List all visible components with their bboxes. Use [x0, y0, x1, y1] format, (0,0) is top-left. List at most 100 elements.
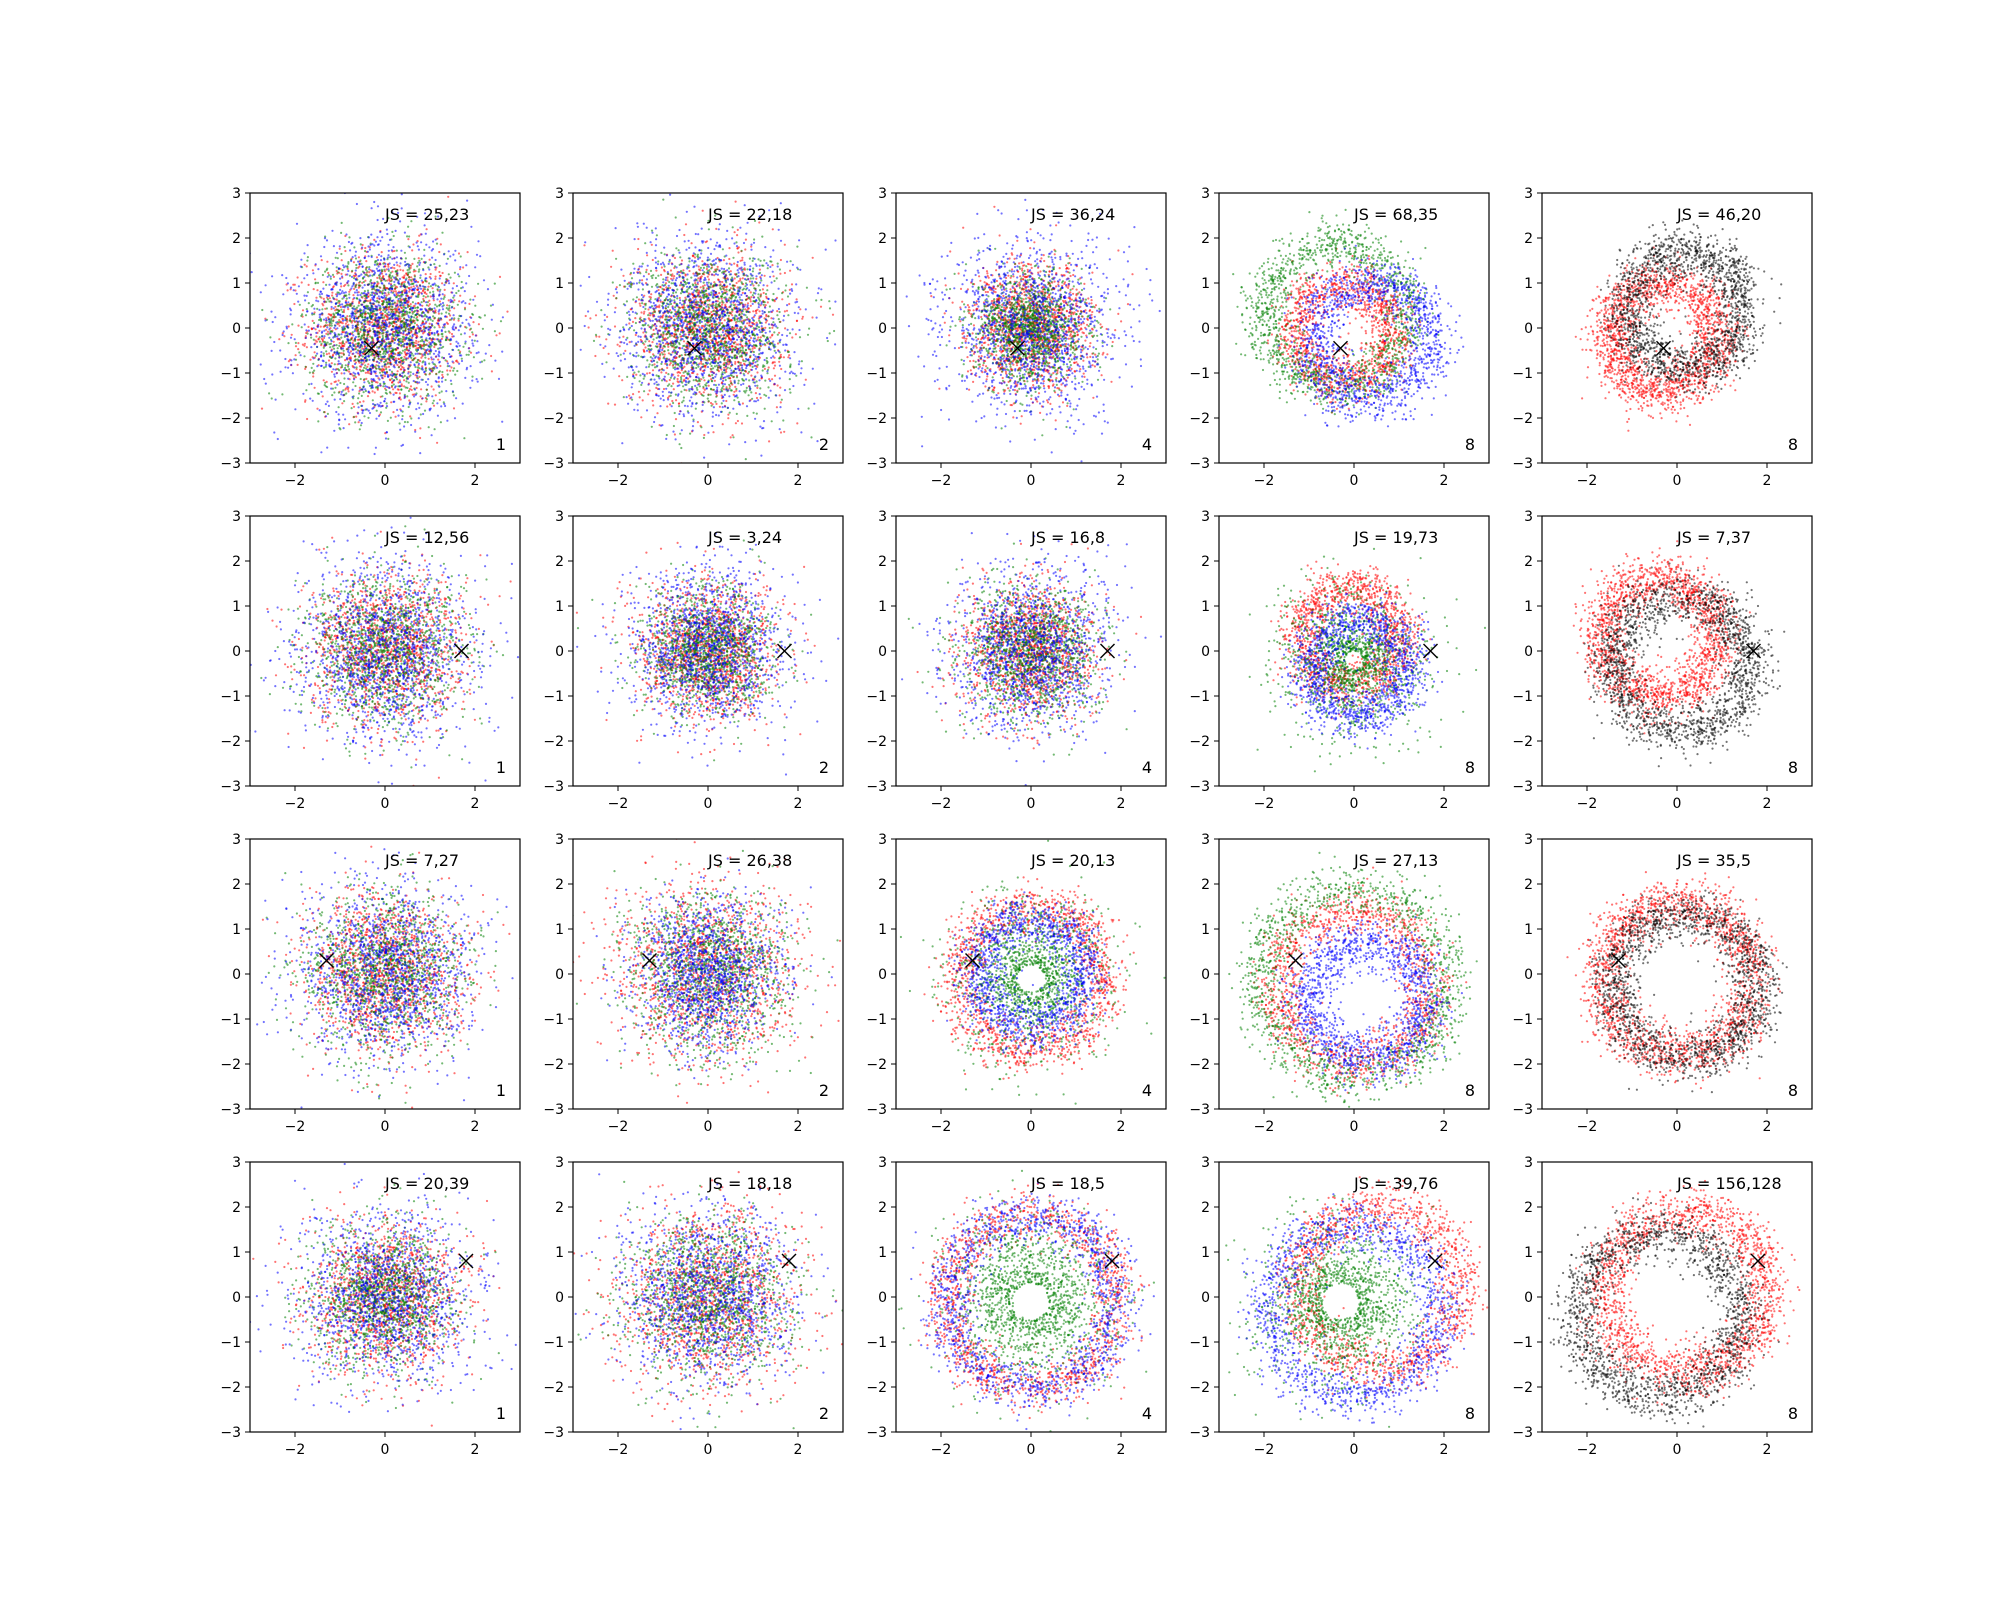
y-tick-label: −1: [543, 1335, 564, 1351]
y-tick-label: 2: [1524, 231, 1533, 247]
x-tick-label: 2: [794, 1442, 803, 1458]
y-tick-label: −3: [1512, 456, 1533, 472]
x-tick-label: −2: [285, 1119, 306, 1135]
x-tick-label: 2: [1117, 796, 1126, 812]
corner-label: 1: [496, 758, 506, 777]
y-tick-label: 0: [232, 321, 241, 337]
x-tick-label: 0: [381, 1442, 390, 1458]
y-tick-label: −3: [1189, 1425, 1210, 1441]
corner-label: 8: [1788, 435, 1798, 454]
series-blue: [571, 857, 833, 1079]
y-tick-label: 2: [555, 1200, 564, 1216]
x-tick-label: −2: [285, 473, 306, 489]
corner-label: 8: [1465, 1404, 1475, 1423]
y-tick-label: −3: [220, 1102, 241, 1118]
y-tick-label: −2: [543, 1380, 564, 1396]
corner-label: 8: [1788, 1081, 1798, 1100]
js-label: JS = 27,13: [1353, 851, 1438, 870]
y-tick-label: 2: [555, 554, 564, 570]
x-tick-label: 0: [704, 473, 713, 489]
corner-label: 2: [819, 758, 829, 777]
y-tick-label: 0: [878, 967, 887, 983]
x-tick-label: 0: [1350, 796, 1359, 812]
corner-label: 8: [1465, 758, 1475, 777]
y-tick-label: 3: [1201, 832, 1210, 848]
x-tick-label: 0: [1027, 1119, 1036, 1135]
y-tick-label: −1: [1512, 689, 1533, 705]
y-tick-label: 1: [555, 599, 564, 615]
y-tick-label: 1: [232, 922, 241, 938]
y-tick-label: −3: [1512, 1425, 1533, 1441]
y-tick-label: 3: [878, 832, 887, 848]
x-marker: [782, 1254, 796, 1268]
y-tick-label: −2: [1512, 411, 1533, 427]
y-tick-label: −3: [866, 779, 887, 795]
series-blue: [892, 509, 1162, 787]
js-label: JS = 7,37: [1676, 528, 1751, 547]
y-tick-label: 1: [232, 1245, 241, 1261]
y-tick-label: −1: [866, 689, 887, 705]
y-tick-label: 3: [232, 509, 241, 525]
x-tick-label: 0: [381, 473, 390, 489]
corner-label: 4: [1142, 435, 1152, 454]
y-tick-label: 1: [1201, 599, 1210, 615]
series-red: [923, 876, 1134, 1079]
x-tick-label: 2: [471, 796, 480, 812]
y-tick-label: −3: [1189, 456, 1210, 472]
x-tick-label: −2: [931, 796, 952, 812]
x-tick-label: −2: [931, 1119, 952, 1135]
scatter-points: [882, 1170, 1155, 1432]
x-tick-label: 0: [1673, 473, 1682, 489]
x-tick-label: −2: [608, 1119, 629, 1135]
corner-label: 2: [819, 1081, 829, 1100]
y-tick-label: 3: [1524, 1155, 1533, 1171]
y-tick-label: 0: [878, 321, 887, 337]
y-tick-label: 3: [232, 1155, 241, 1171]
y-tick-label: 3: [1201, 509, 1210, 525]
x-tick-label: 0: [1673, 796, 1682, 812]
y-tick-label: 1: [232, 599, 241, 615]
x-tick-label: 2: [1763, 1119, 1772, 1135]
x-tick-label: 0: [704, 1119, 713, 1135]
y-tick-label: 0: [878, 644, 887, 660]
y-tick-label: 3: [555, 509, 564, 525]
js-label: JS = 36,24: [1030, 205, 1115, 224]
x-tick-label: −2: [931, 473, 952, 489]
x-tick-label: 2: [1440, 473, 1449, 489]
y-tick-label: 0: [1201, 644, 1210, 660]
y-tick-label: −1: [866, 366, 887, 382]
scatter-points: [560, 182, 854, 476]
y-tick-label: −3: [866, 456, 887, 472]
x-tick-label: −2: [1577, 1119, 1598, 1135]
y-tick-label: 0: [555, 967, 564, 983]
y-tick-label: 0: [1524, 967, 1533, 983]
y-tick-label: 2: [1524, 554, 1533, 570]
y-tick-label: 1: [1201, 1245, 1210, 1261]
x-tick-label: 2: [471, 473, 480, 489]
y-tick-label: 3: [1524, 186, 1533, 202]
x-tick-label: 0: [1350, 1442, 1359, 1458]
y-tick-label: 1: [1201, 276, 1210, 292]
x-tick-label: −2: [1577, 796, 1598, 812]
y-tick-label: −3: [1512, 1102, 1533, 1118]
js-label: JS = 46,20: [1676, 205, 1761, 224]
x-tick-label: 2: [1763, 473, 1772, 489]
series-green: [261, 216, 524, 441]
y-tick-label: 2: [232, 877, 241, 893]
y-tick-label: 2: [878, 877, 887, 893]
y-tick-label: 0: [1201, 967, 1210, 983]
y-tick-label: −2: [220, 411, 241, 427]
x-tick-label: −2: [1577, 473, 1598, 489]
y-tick-label: −3: [543, 456, 564, 472]
y-tick-label: −2: [1512, 734, 1533, 750]
series-red: [1250, 867, 1467, 1097]
series-blue: [243, 1140, 522, 1413]
y-tick-label: 3: [878, 186, 887, 202]
y-tick-label: 1: [232, 276, 241, 292]
